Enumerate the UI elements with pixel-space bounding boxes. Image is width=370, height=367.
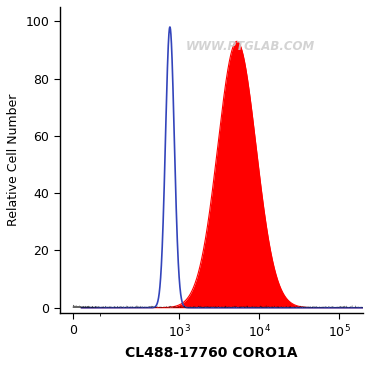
Text: WWW.PTGLAB.COM: WWW.PTGLAB.COM bbox=[186, 40, 316, 53]
Y-axis label: Relative Cell Number: Relative Cell Number bbox=[7, 94, 20, 226]
X-axis label: CL488-17760 CORO1A: CL488-17760 CORO1A bbox=[125, 346, 298, 360]
